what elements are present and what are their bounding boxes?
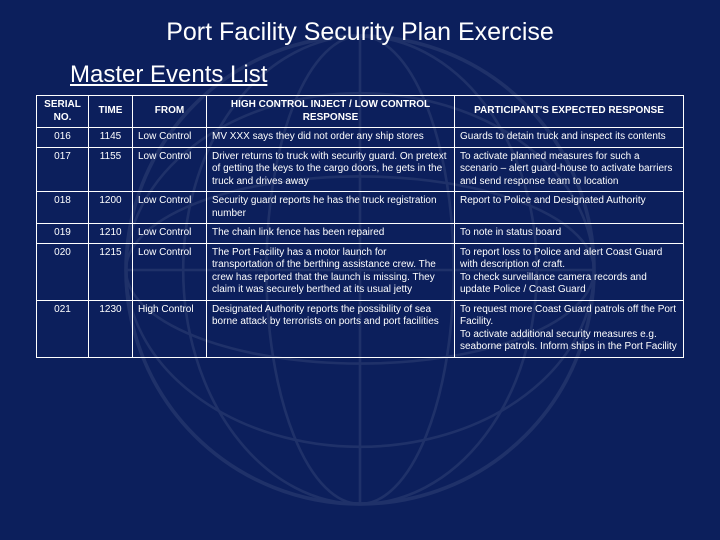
cell-inject: The Port Facility has a motor launch for… (207, 243, 455, 300)
cell-response: To note in status board (455, 224, 684, 244)
cell-serial: 016 (37, 128, 89, 148)
cell-inject: The chain link fence has been repaired (207, 224, 455, 244)
cell-time: 1200 (89, 192, 133, 224)
cell-serial: 019 (37, 224, 89, 244)
cell-response: To request more Coast Guard patrols off … (455, 300, 684, 357)
events-table: SERIAL NO. TIME FROM HIGH CONTROL INJECT… (36, 95, 684, 358)
cell-from: Low Control (133, 224, 207, 244)
cell-response: To report loss to Police and alert Coast… (455, 243, 684, 300)
cell-serial: 020 (37, 243, 89, 300)
cell-inject: MV XXX says they did not order any ship … (207, 128, 455, 148)
table-row: 0181200Low ControlSecurity guard reports… (37, 192, 684, 224)
page-subtitle: Master Events List (70, 61, 684, 89)
table-row: 0161145Low ControlMV XXX says they did n… (37, 128, 684, 148)
cell-inject: Designated Authority reports the possibi… (207, 300, 455, 357)
cell-from: High Control (133, 300, 207, 357)
cell-serial: 021 (37, 300, 89, 357)
cell-from: Low Control (133, 192, 207, 224)
page-title: Port Facility Security Plan Exercise (36, 18, 684, 47)
cell-response: To activate planned measures for such a … (455, 147, 684, 192)
col-header-serial: SERIAL NO. (37, 96, 89, 128)
cell-time: 1210 (89, 224, 133, 244)
cell-inject: Driver returns to truck with security gu… (207, 147, 455, 192)
cell-serial: 017 (37, 147, 89, 192)
cell-serial: 018 (37, 192, 89, 224)
table-row: 0191210Low ControlThe chain link fence h… (37, 224, 684, 244)
col-header-inject: HIGH CONTROL INJECT / LOW CONTROL RESPON… (207, 96, 455, 128)
cell-time: 1155 (89, 147, 133, 192)
cell-response: Report to Police and Designated Authorit… (455, 192, 684, 224)
cell-from: Low Control (133, 243, 207, 300)
table-row: 0171155Low ControlDriver returns to truc… (37, 147, 684, 192)
cell-from: Low Control (133, 147, 207, 192)
col-header-response: PARTICIPANT'S EXPECTED RESPONSE (455, 96, 684, 128)
table-row: 0201215Low ControlThe Port Facility has … (37, 243, 684, 300)
cell-time: 1230 (89, 300, 133, 357)
col-header-time: TIME (89, 96, 133, 128)
cell-response: Guards to detain truck and inspect its c… (455, 128, 684, 148)
cell-time: 1145 (89, 128, 133, 148)
cell-from: Low Control (133, 128, 207, 148)
cell-inject: Security guard reports he has the truck … (207, 192, 455, 224)
col-header-from: FROM (133, 96, 207, 128)
cell-time: 1215 (89, 243, 133, 300)
table-header-row: SERIAL NO. TIME FROM HIGH CONTROL INJECT… (37, 96, 684, 128)
table-row: 0211230High ControlDesignated Authority … (37, 300, 684, 357)
